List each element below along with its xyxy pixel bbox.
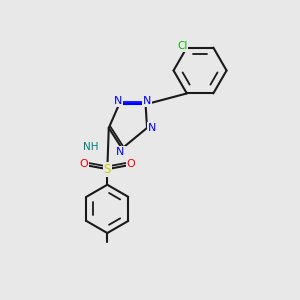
Text: N: N [143, 96, 151, 106]
Text: O: O [127, 159, 135, 169]
Text: N: N [116, 147, 125, 157]
Text: N: N [148, 123, 157, 133]
Text: NH: NH [83, 142, 98, 152]
Text: N: N [113, 96, 122, 106]
Text: Cl: Cl [177, 41, 188, 51]
Text: O: O [80, 159, 88, 169]
Text: S: S [103, 163, 111, 176]
